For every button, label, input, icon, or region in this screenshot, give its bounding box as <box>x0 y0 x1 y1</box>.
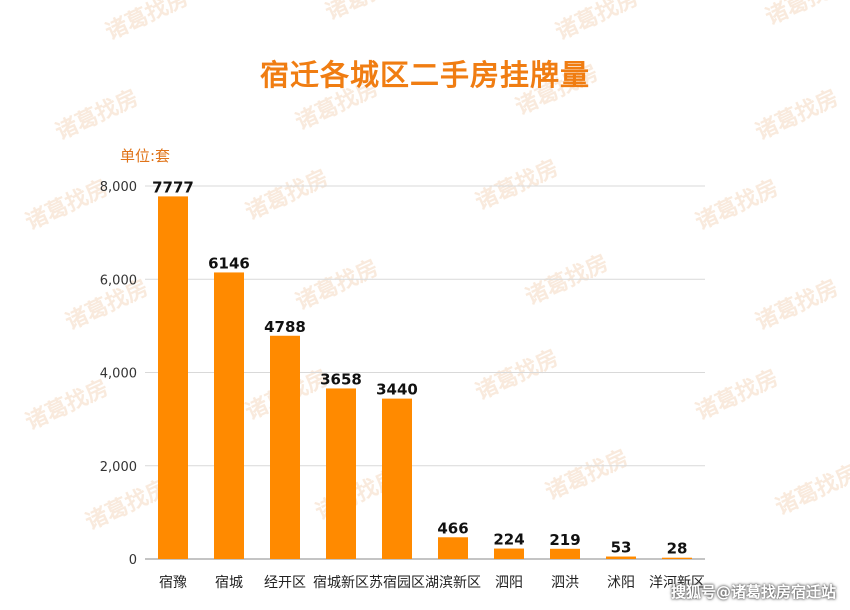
x-tick-label: 泗洪 <box>551 575 579 591</box>
data-label: 3658 <box>320 370 362 388</box>
bar <box>214 272 244 559</box>
footer-credit: 搜狐号@诸葛找房宿迁站 <box>670 583 836 601</box>
y-tick-label: 2,000 <box>100 460 137 475</box>
y-tick-label: 6,000 <box>100 273 137 288</box>
bar <box>270 335 300 559</box>
data-label: 4788 <box>264 318 306 336</box>
data-label: 3440 <box>376 381 418 399</box>
y-tick-label: 0 <box>129 553 137 568</box>
x-tick-label: 苏宿园区 <box>369 574 425 591</box>
bar <box>550 548 580 559</box>
x-tick-label: 经开区 <box>264 575 306 591</box>
data-label: 466 <box>437 519 468 537</box>
bar <box>382 398 412 559</box>
y-tick-label: 8,000 <box>100 180 137 195</box>
x-tick-label: 宿城新区 <box>313 574 369 591</box>
data-label: 28 <box>667 540 688 558</box>
x-tick-label: 沭阳 <box>607 575 635 591</box>
bar <box>326 388 356 559</box>
y-tick-label: 4,000 <box>100 367 137 382</box>
bar <box>494 548 524 559</box>
bar <box>158 196 188 559</box>
data-label: 224 <box>493 531 524 549</box>
data-label: 219 <box>549 531 580 549</box>
bar <box>662 557 692 559</box>
unit-label: 单位:套 <box>120 147 171 165</box>
x-tick-label: 宿豫 <box>159 574 187 591</box>
x-tick-label: 泗阳 <box>495 575 523 591</box>
bar <box>438 537 468 559</box>
x-tick-label: 宿城 <box>215 574 243 591</box>
data-label: 7777 <box>152 178 194 196</box>
data-label: 53 <box>611 539 632 557</box>
chart-title: 宿迁各城区二手房挂牌量 <box>259 58 590 92</box>
bar <box>606 556 636 559</box>
x-tick-label: 湖滨新区 <box>425 575 481 591</box>
data-label: 6146 <box>208 254 250 272</box>
x-tick-label: 洋河新区 <box>649 575 705 591</box>
